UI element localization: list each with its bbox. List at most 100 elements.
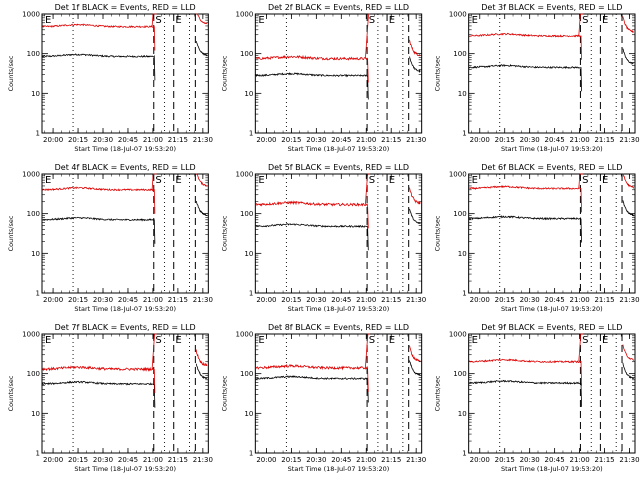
- marker-label-e: E: [175, 175, 181, 186]
- events-trace: [42, 216, 156, 244]
- x-tick-label: 20:45: [545, 456, 565, 464]
- lld-trace: [42, 186, 156, 214]
- x-tick-label: 21:30: [406, 136, 426, 144]
- panel-title: Det 7f BLACK = Events, RED = LLD: [55, 323, 196, 332]
- x-tick-label: 20:30: [520, 456, 540, 464]
- y-tick-label: 1000: [236, 331, 254, 339]
- lld-trace: [255, 54, 369, 83]
- x-tick-label: 21:00: [143, 136, 163, 144]
- axes-frame: [468, 13, 636, 134]
- x-tick-label: 20:15: [68, 136, 88, 144]
- events-post-trace: [622, 48, 634, 65]
- panel-title: Det 3f BLACK = Events, RED = LLD: [481, 3, 622, 12]
- y-axis-label: Counts/sec: [434, 55, 442, 91]
- x-tick-label: 20:30: [93, 136, 113, 144]
- events-post-trace: [409, 360, 421, 376]
- panel-title: Det 9f BLACK = Events, RED = LLD: [481, 323, 622, 332]
- x-tick-label: 21:00: [569, 456, 589, 464]
- marker-label-s: S: [369, 175, 375, 186]
- y-tick-label: 1000: [449, 331, 467, 339]
- marker-label-e: E: [45, 15, 51, 26]
- x-tick-label: 20:45: [545, 296, 565, 304]
- y-tick-label: 10: [458, 90, 467, 98]
- x-tick-label: 20:45: [331, 456, 351, 464]
- marker-label-s: S: [155, 15, 161, 26]
- y-tick-label: 100: [27, 370, 40, 378]
- marker-label-e: E: [175, 335, 181, 346]
- y-tick-label: 100: [240, 370, 253, 378]
- x-tick-label: 21:00: [569, 136, 589, 144]
- lld-post-trace: [409, 345, 421, 363]
- x-tick-label: 20:00: [43, 296, 63, 304]
- lld-saa-rise: [365, 333, 370, 368]
- y-tick-label: 1000: [22, 331, 40, 339]
- lld-saa-rise: [365, 13, 370, 59]
- x-tick-label: 21:30: [193, 456, 213, 464]
- x-tick-label: 20:15: [495, 136, 515, 144]
- x-tick-label: 20:00: [43, 136, 63, 144]
- panel-det-3: Det 3f BLACK = Events, RED = LLD 1 10 100 10…: [434, 3, 640, 153]
- x-tick-label: 20:00: [256, 136, 276, 144]
- events-post-trace: [409, 208, 421, 225]
- y-axis-label: Counts/sec: [220, 375, 228, 411]
- y-tick-label: 10: [244, 90, 253, 98]
- x-axis-label: Start Time (18-Jul-07 19:53:20): [501, 465, 603, 473]
- events-trace: [42, 53, 156, 81]
- marker-label-e: E: [602, 335, 608, 346]
- lld-trace: [468, 185, 582, 213]
- y-tick-label: 1000: [236, 171, 254, 179]
- lld-post-trace: [196, 13, 207, 25]
- x-tick-label: 21:15: [381, 296, 401, 304]
- events-trace: [255, 72, 369, 100]
- x-tick-label: 20:45: [118, 296, 138, 304]
- y-tick-label: 1000: [22, 171, 40, 179]
- panel-det-8: Det 8f BLACK = Events, RED = LLD 1 10 100 10…: [220, 323, 426, 473]
- x-tick-label: 20:30: [306, 296, 326, 304]
- y-axis-label: Counts/sec: [220, 215, 228, 251]
- x-tick-label: 20:30: [93, 296, 113, 304]
- x-tick-label: 20:15: [281, 136, 301, 144]
- events-trace: [42, 380, 156, 408]
- x-axis-label: Start Time (18-Jul-07 19:53:20): [74, 145, 176, 153]
- x-tick-label: 20:15: [68, 456, 88, 464]
- x-tick-label: 21:00: [143, 456, 163, 464]
- x-tick-label: 20:15: [495, 456, 515, 464]
- x-tick-label: 20:45: [118, 136, 138, 144]
- events-trace: [468, 64, 582, 92]
- y-tick-label: 1: [36, 290, 40, 298]
- marker-label-s: S: [582, 335, 588, 346]
- marker-label-e: E: [258, 175, 264, 186]
- lld-post-trace: [195, 349, 208, 367]
- axes-frame: [41, 333, 209, 454]
- x-axis-label: Start Time (18-Jul-07 19:53:20): [288, 145, 390, 153]
- x-tick-label: 21:00: [569, 296, 589, 304]
- x-tick-label: 21:15: [594, 296, 614, 304]
- marker-label-e: E: [45, 335, 51, 346]
- x-tick-label: 20:45: [545, 136, 565, 144]
- lld-post-trace: [196, 173, 208, 187]
- events-post-trace: [195, 200, 208, 217]
- x-tick-label: 20:00: [43, 456, 63, 464]
- lld-trace: [255, 200, 369, 229]
- x-tick-label: 21:15: [381, 136, 401, 144]
- x-tick-label: 21:00: [356, 456, 376, 464]
- lld-trace: [469, 358, 582, 386]
- x-tick-label: 21:15: [168, 296, 188, 304]
- x-tick-label: 20:30: [93, 456, 113, 464]
- marker-label-e: E: [389, 175, 395, 186]
- y-tick-label: 10: [31, 250, 40, 258]
- events-post-trace: [195, 363, 208, 380]
- y-axis-label: Counts/sec: [7, 215, 15, 251]
- panel-det-1: Det 1f BLACK = Events, RED = LLD 1 10 100 10…: [7, 3, 213, 153]
- y-tick-label: 1: [462, 450, 466, 458]
- y-tick-label: 100: [453, 50, 466, 58]
- lld-trace: [42, 365, 156, 394]
- marker-label-s: S: [155, 335, 161, 346]
- events-post-trace: [195, 40, 208, 57]
- x-tick-label: 20:30: [306, 456, 326, 464]
- marker-label-e: E: [472, 175, 478, 186]
- x-tick-label: 21:00: [356, 296, 376, 304]
- marker-label-s: S: [369, 335, 375, 346]
- axes-frame: [254, 173, 423, 294]
- x-tick-label: 21:30: [193, 136, 213, 144]
